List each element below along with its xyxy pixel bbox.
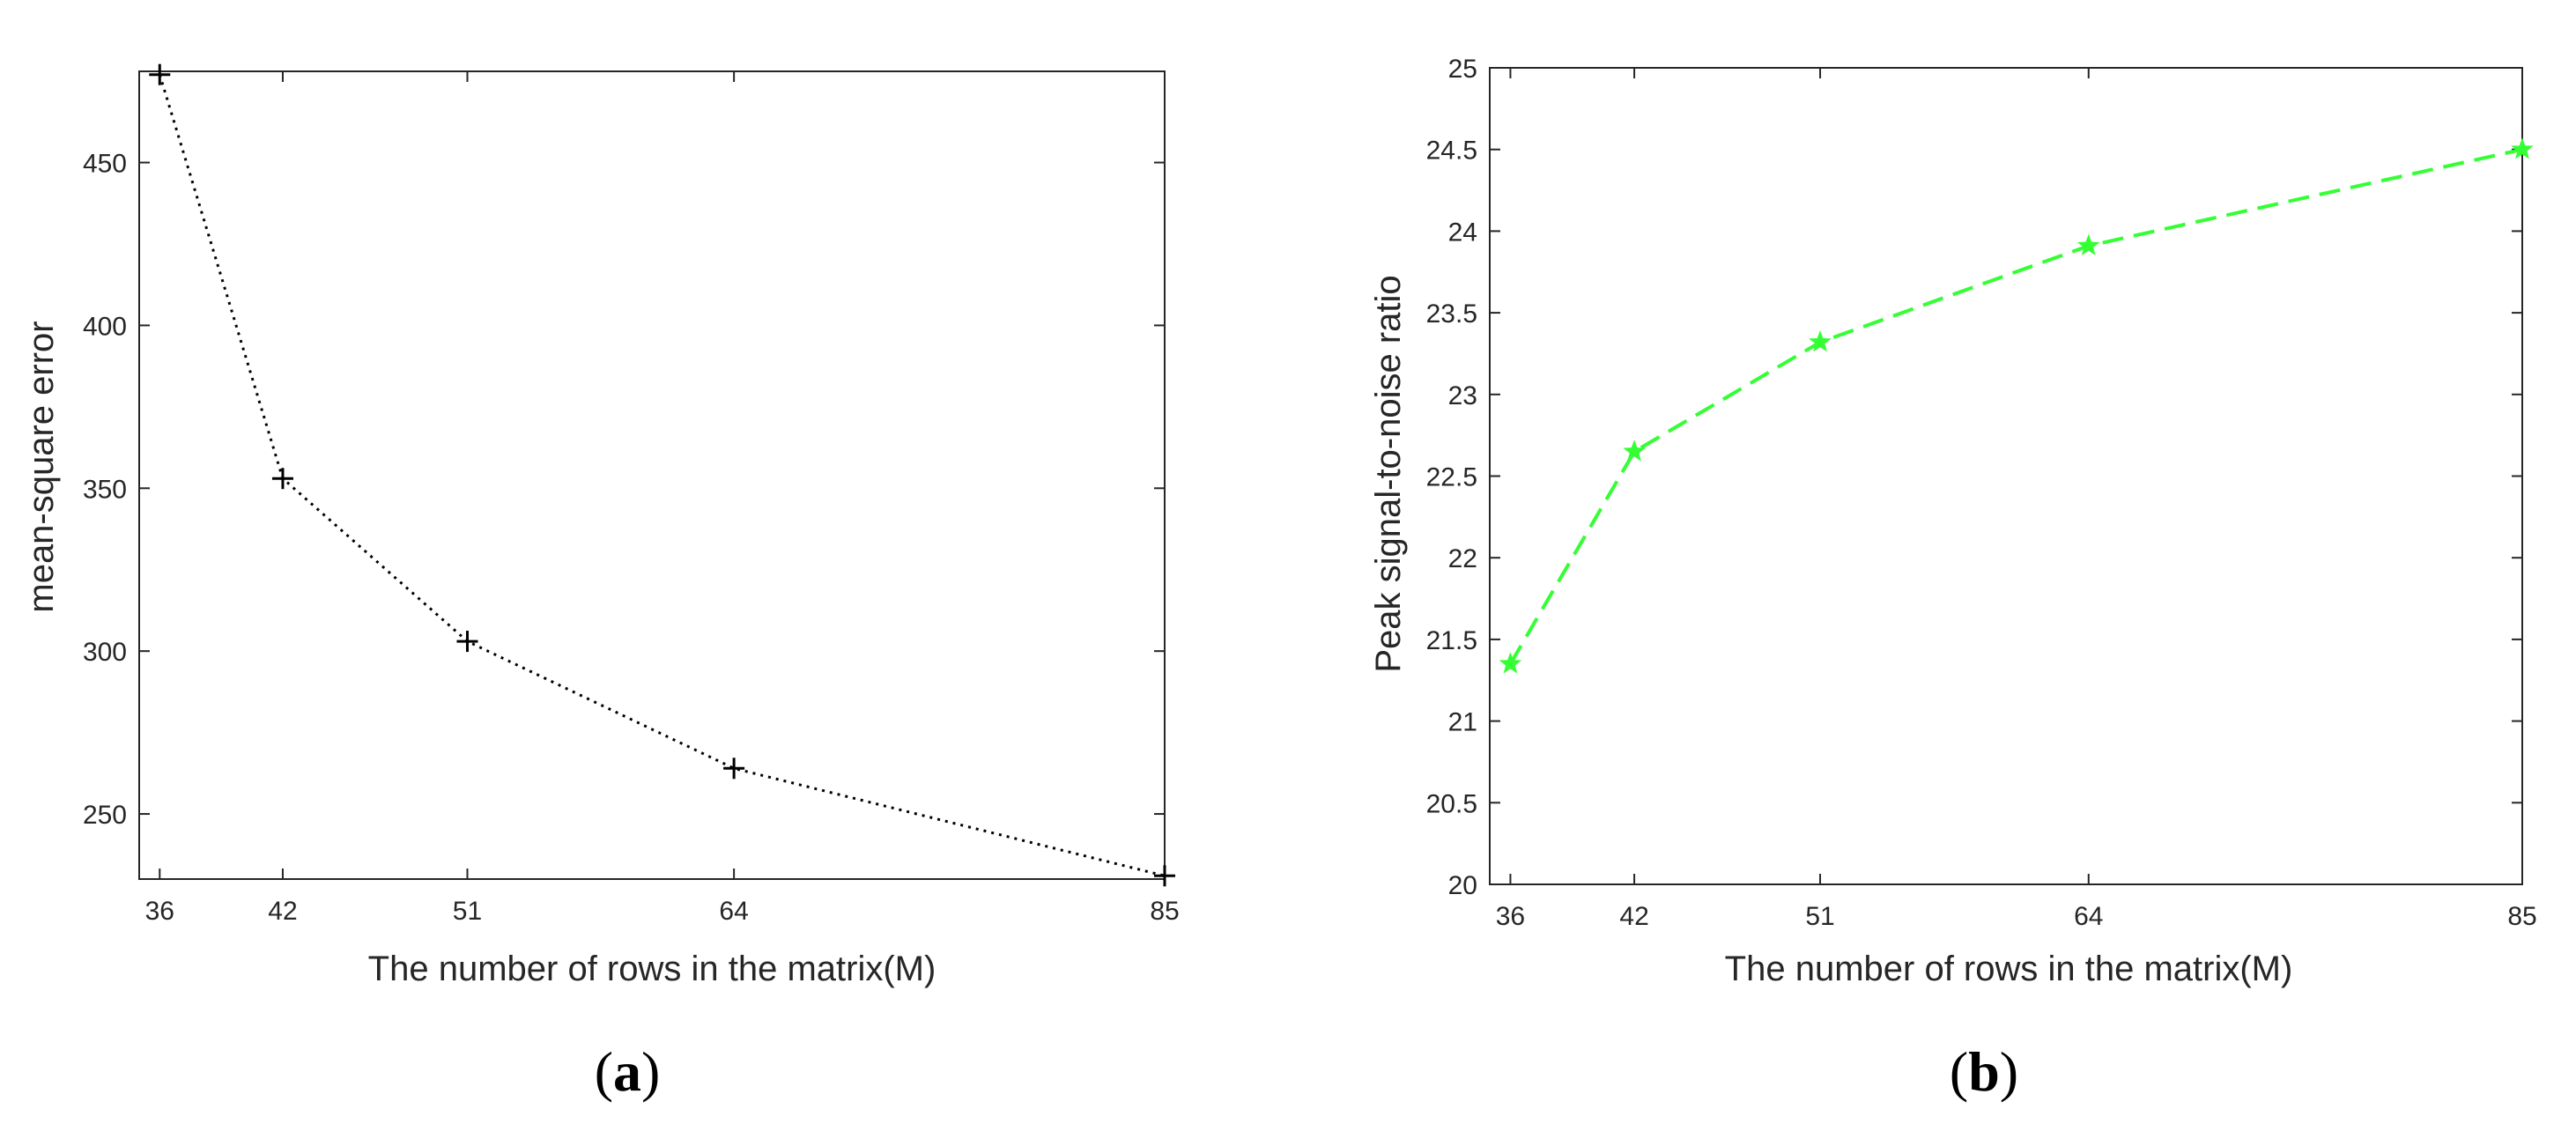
panel-b-y-tick-label: 24 [1448, 218, 1477, 247]
panel-b-label: (b) [1950, 1040, 2018, 1103]
panel-b-x-tick-label: 36 [1496, 902, 1525, 931]
panel-b-y-tick-label: 21.5 [1426, 626, 1477, 655]
panel-b-y-tick-label: 23 [1448, 381, 1477, 410]
panel-a-chart: mean-square error The number of rows in … [22, 63, 1180, 1103]
panel-a-x-tick-label: 51 [453, 897, 482, 926]
panel-a-series-line [158, 74, 1166, 877]
panel-a-data-point [271, 468, 293, 490]
panel-b-data-point [2511, 137, 2534, 159]
panel-a-y-tick-label: 300 [83, 638, 127, 667]
panel-b-y-tick-label: 22.5 [1426, 463, 1477, 492]
panel-b-x-tick-label: 51 [1805, 902, 1834, 931]
panel-a-plot-frame [138, 70, 1166, 880]
panel-b-y-tick-label: 25 [1448, 55, 1477, 84]
panel-b-data-point [2076, 233, 2100, 255]
panel-b-plot-frame [1489, 67, 2523, 885]
panel-b-x-tick-label: 64 [2074, 902, 2103, 931]
panel-b-y-tick-label: 20.5 [1426, 789, 1477, 818]
panel-a-xlabel: The number of rows in the matrix(M) [368, 950, 936, 988]
panel-a-ylabel: mean-square error [22, 321, 61, 612]
panel-b-x-tick-label: 85 [2507, 902, 2536, 931]
panel-a-data-point [456, 631, 478, 653]
panel-a-label: (a) [595, 1040, 661, 1103]
panel-b-y-tick-label: 21 [1448, 708, 1477, 737]
panel-a-x-tick-label: 36 [145, 897, 174, 926]
panel-a-x-tick-label: 85 [1150, 897, 1179, 926]
panel-b-data-point [1623, 440, 1646, 462]
panel-a-y-tick-label: 400 [83, 312, 127, 341]
panel-b-y-tick-label: 20 [1448, 871, 1477, 900]
panel-a-data-point [1154, 865, 1175, 887]
panel-b-y-tick-label: 24.5 [1426, 137, 1477, 166]
panel-a-y-tick-label: 350 [83, 475, 127, 504]
panel-a-x-tick-label: 64 [719, 897, 748, 926]
panel-b-x-tick-label: 42 [1619, 902, 1648, 931]
panel-b-xlabel: The number of rows in the matrix(M) [1725, 950, 2293, 988]
panel-b-y-tick-label: 23.5 [1426, 299, 1477, 329]
panel-b-ylabel: Peak signal-to-noise ratio [1369, 275, 1408, 672]
panel-a-x-tick-label: 42 [268, 897, 297, 926]
panel-b-series-line [1508, 147, 2523, 665]
panel-b-chart: Peak signal-to-noise ratio The number of… [1369, 55, 2537, 1103]
panel-b-data-point [1809, 330, 1832, 352]
panel-b-y-tick-label: 22 [1448, 544, 1477, 573]
panel-a-y-tick-label: 250 [83, 801, 127, 830]
panel-b-data-point [1499, 652, 1522, 674]
panel-a-y-tick-label: 450 [83, 150, 127, 179]
panel-a-data-point [723, 758, 745, 780]
panel-a-data-point [149, 63, 171, 85]
